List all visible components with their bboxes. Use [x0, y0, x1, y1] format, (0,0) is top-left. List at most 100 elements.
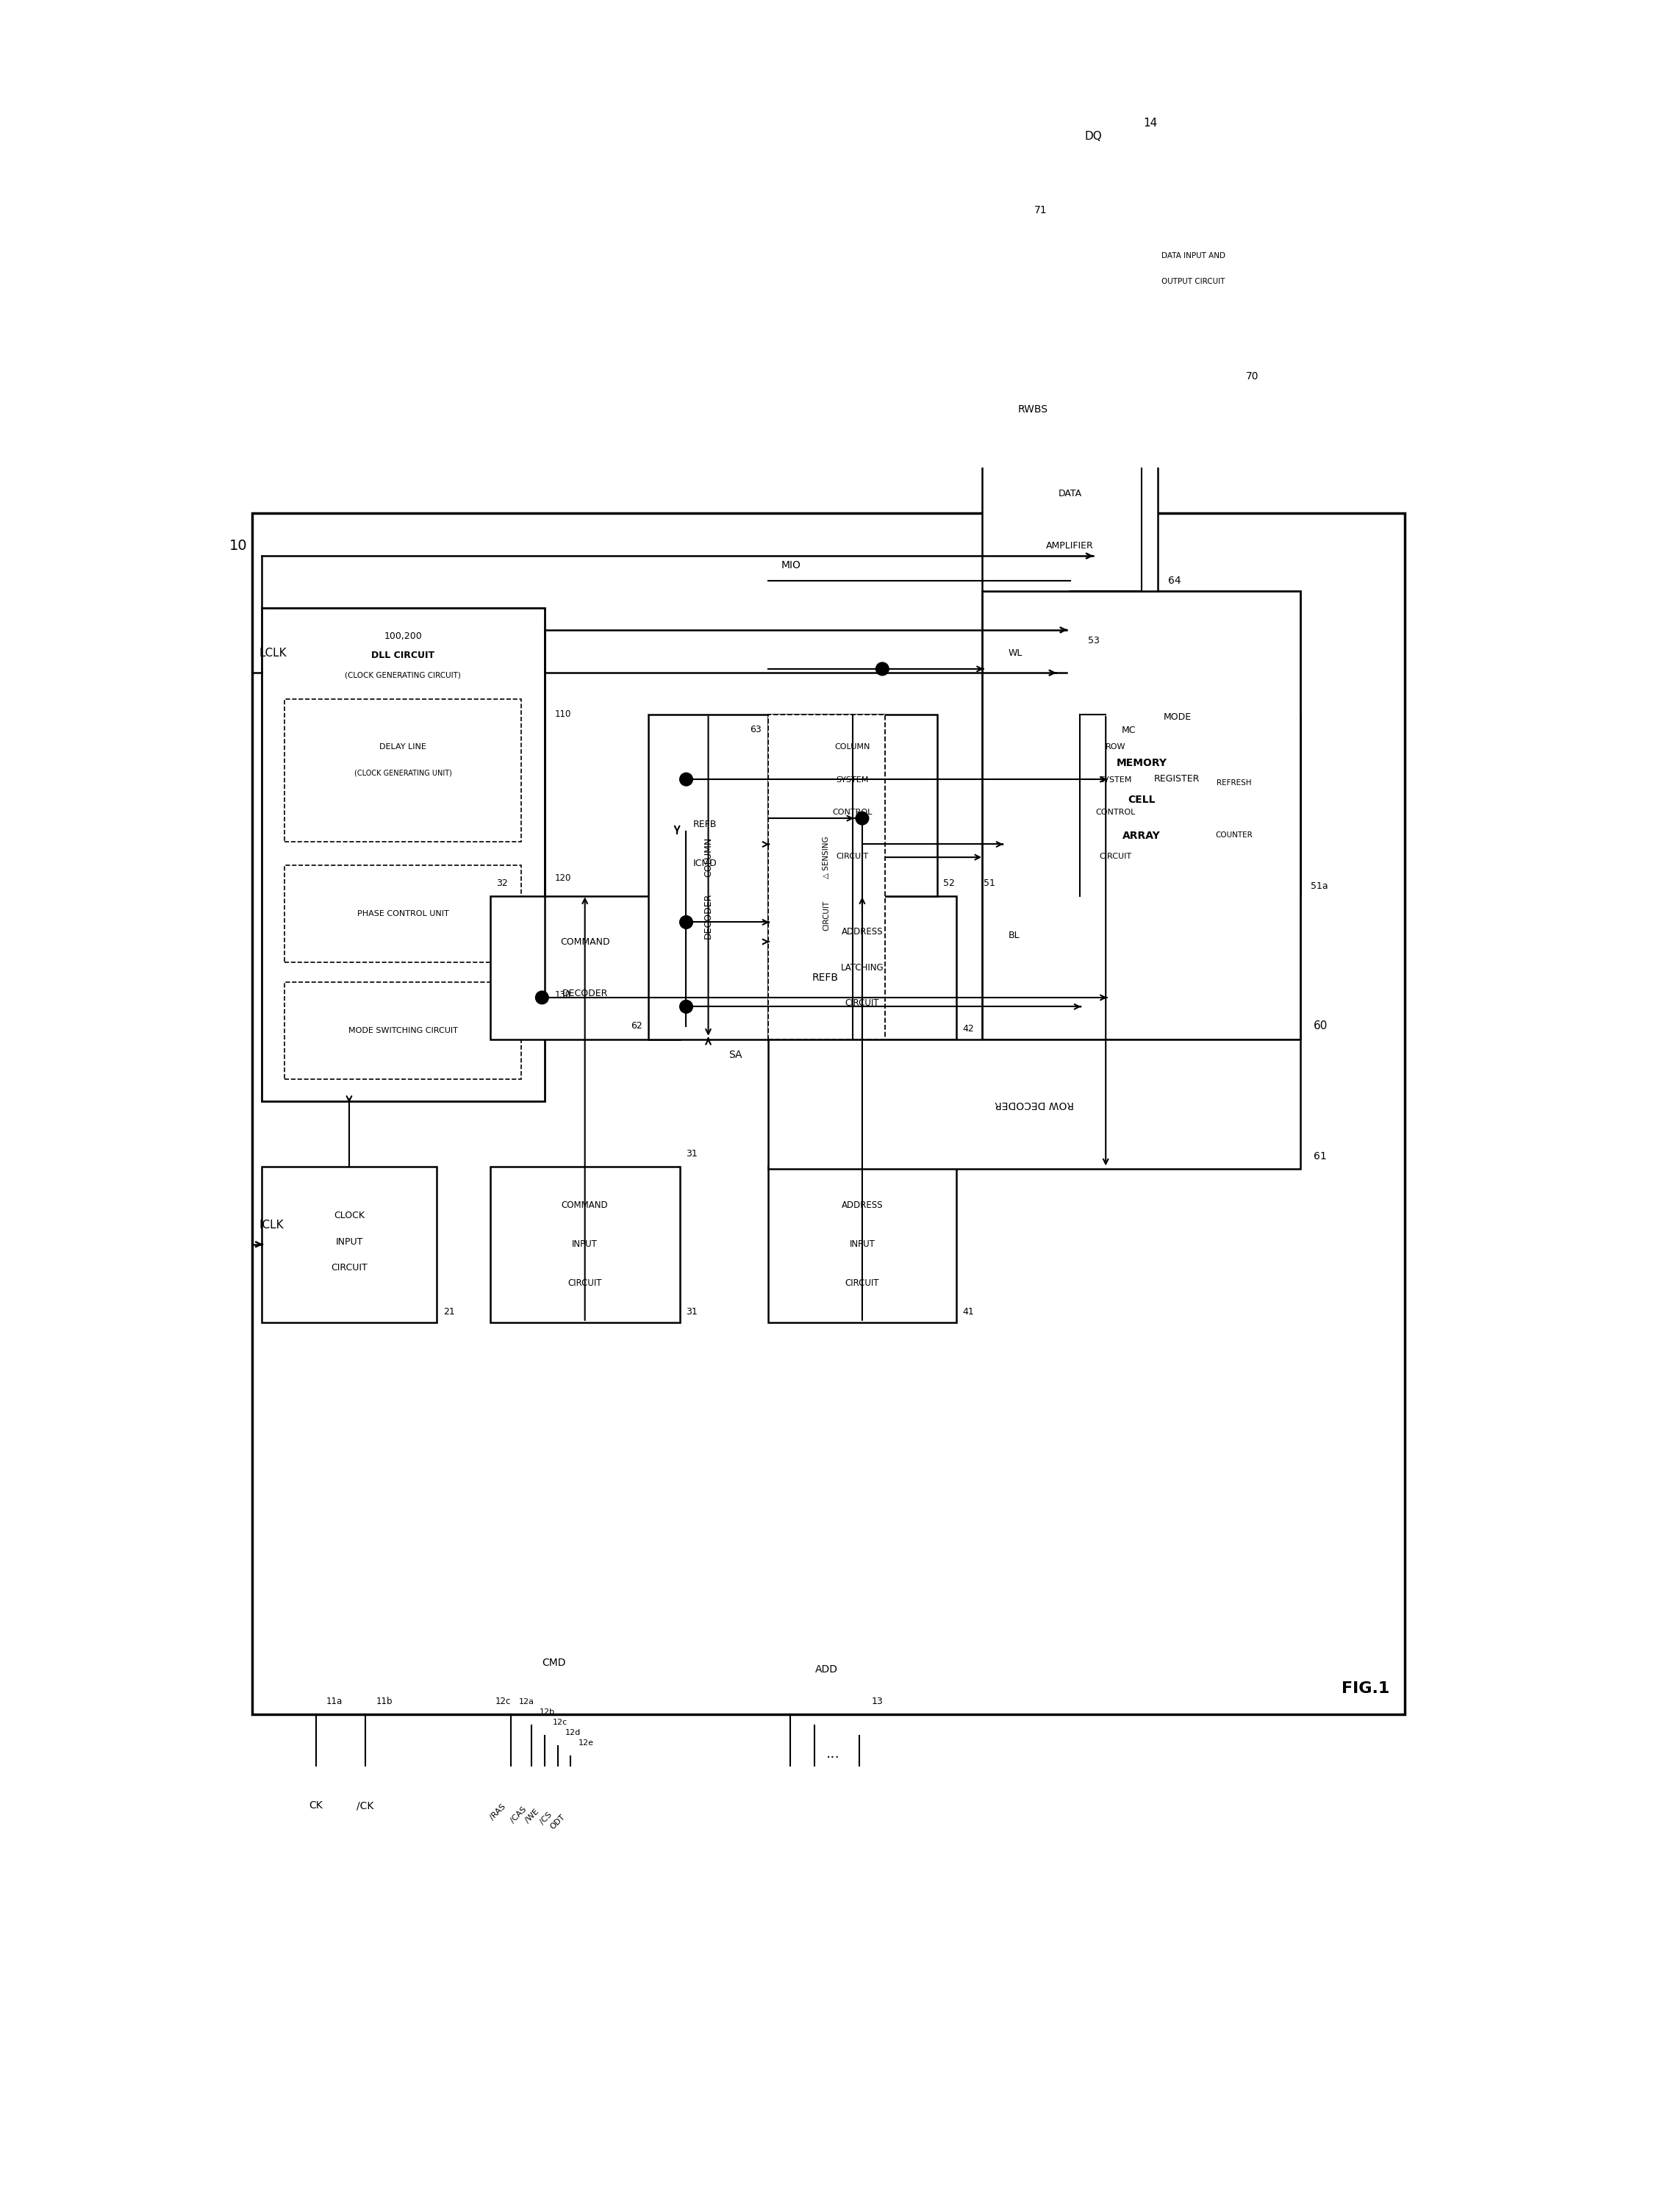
- Text: MC: MC: [1121, 726, 1136, 734]
- Text: 120: 120: [555, 874, 572, 883]
- Text: COLUMN: COLUMN: [835, 743, 870, 750]
- Bar: [261, 1166, 437, 1323]
- Bar: [261, 608, 545, 1102]
- Bar: [285, 865, 521, 962]
- Text: 51a: 51a: [1311, 880, 1329, 891]
- Bar: [1182, 730, 1287, 880]
- Circle shape: [680, 1000, 692, 1013]
- Text: 51: 51: [984, 878, 996, 887]
- Text: OUTPUT CIRCUIT: OUTPUT CIRCUIT: [1161, 279, 1225, 285]
- Text: DQ: DQ: [1084, 131, 1101, 142]
- Text: SYSTEM: SYSTEM: [836, 776, 868, 783]
- Bar: [489, 896, 680, 1040]
- Text: COLUMN: COLUMN: [704, 838, 712, 878]
- Text: /RAS: /RAS: [488, 1803, 506, 1820]
- Text: 12c: 12c: [553, 1719, 566, 1725]
- Text: CIRCUIT: CIRCUIT: [836, 852, 868, 860]
- Text: DATA: DATA: [1058, 489, 1081, 498]
- Text: /CAS: /CAS: [510, 1805, 528, 1825]
- Text: △ SENSING: △ SENSING: [823, 836, 830, 878]
- Text: MODE SWITCHING CIRCUIT: MODE SWITCHING CIRCUIT: [349, 1026, 458, 1035]
- Text: /CS: /CS: [538, 1812, 553, 1825]
- Text: 11b: 11b: [375, 1697, 392, 1705]
- Text: SA: SA: [729, 1048, 742, 1060]
- Text: CIRCUIT: CIRCUIT: [1099, 852, 1131, 860]
- Circle shape: [536, 991, 548, 1004]
- Bar: [285, 982, 521, 1079]
- Text: CK: CK: [308, 1801, 323, 1812]
- Circle shape: [877, 661, 888, 675]
- Text: CIRCUIT: CIRCUIT: [330, 1263, 367, 1272]
- Circle shape: [856, 812, 868, 825]
- Text: CONTROL: CONTROL: [833, 810, 873, 816]
- Text: DLL CIRCUIT: DLL CIRCUIT: [372, 650, 434, 661]
- Bar: [253, 513, 1404, 1714]
- Text: WL: WL: [1009, 648, 1022, 659]
- Text: CIRCUIT: CIRCUIT: [568, 1279, 602, 1287]
- Bar: [1106, 657, 1249, 832]
- Text: LCLK: LCLK: [258, 648, 287, 659]
- Text: 42: 42: [962, 1024, 974, 1033]
- Text: 60: 60: [1314, 1020, 1327, 1031]
- Text: CONTROL: CONTROL: [1096, 810, 1135, 816]
- Text: 12d: 12d: [565, 1730, 582, 1736]
- Text: MEMORY: MEMORY: [1116, 759, 1166, 768]
- Text: 31: 31: [685, 1307, 697, 1316]
- Bar: [768, 714, 885, 1040]
- Text: DATA INPUT AND: DATA INPUT AND: [1161, 252, 1225, 259]
- Text: SYSTEM: SYSTEM: [1099, 776, 1131, 783]
- Text: (CLOCK GENERATING CIRCUIT): (CLOCK GENERATING CIRCUIT): [345, 672, 461, 679]
- Text: 13: 13: [872, 1697, 883, 1705]
- Bar: [982, 591, 1301, 1040]
- Circle shape: [680, 772, 692, 785]
- Text: 52: 52: [944, 878, 955, 887]
- Text: ...: ...: [826, 1747, 840, 1761]
- Text: ICLK: ICLK: [258, 1219, 283, 1230]
- Text: 21: 21: [442, 1307, 454, 1316]
- Text: (CLOCK GENERATING UNIT): (CLOCK GENERATING UNIT): [354, 770, 453, 776]
- Bar: [768, 714, 937, 896]
- Text: 130: 130: [555, 991, 572, 1000]
- Text: 62: 62: [630, 1022, 642, 1031]
- Text: MIO: MIO: [781, 560, 801, 571]
- Text: ICMD: ICMD: [692, 858, 717, 869]
- Circle shape: [680, 916, 692, 929]
- Text: 61: 61: [1314, 1150, 1327, 1161]
- Text: 14: 14: [1143, 117, 1158, 128]
- Text: RWBS: RWBS: [1017, 405, 1048, 414]
- Text: 12b: 12b: [540, 1708, 555, 1717]
- Text: 32: 32: [496, 878, 508, 887]
- Text: 64: 64: [1168, 575, 1182, 586]
- Bar: [489, 1166, 680, 1323]
- Text: DECODER: DECODER: [561, 989, 608, 998]
- Text: /WE: /WE: [525, 1807, 541, 1825]
- Text: ROW: ROW: [1104, 743, 1126, 750]
- Text: 41: 41: [962, 1307, 974, 1316]
- Text: INPUT: INPUT: [850, 1239, 875, 1250]
- Text: COUNTER: COUNTER: [1215, 832, 1254, 838]
- Text: 71: 71: [1034, 206, 1048, 215]
- Text: COMMAND: COMMAND: [561, 1201, 608, 1210]
- Bar: [768, 1166, 957, 1323]
- Text: REFB: REFB: [692, 821, 716, 830]
- Text: DECODER: DECODER: [704, 894, 712, 938]
- Text: 63: 63: [749, 726, 761, 734]
- Text: 100,200: 100,200: [384, 630, 422, 641]
- Text: CIRCUIT: CIRCUIT: [845, 998, 880, 1009]
- Text: INPUT: INPUT: [572, 1239, 598, 1250]
- Text: CIRCUIT: CIRCUIT: [823, 900, 830, 931]
- Bar: [649, 714, 768, 1040]
- Text: DELAY LINE: DELAY LINE: [379, 743, 426, 750]
- Text: ARRAY: ARRAY: [1123, 832, 1160, 841]
- Text: BL: BL: [1009, 931, 1019, 940]
- Text: PHASE CONTROL UNIT: PHASE CONTROL UNIT: [357, 909, 449, 918]
- Text: 12e: 12e: [578, 1739, 593, 1747]
- Text: CMD: CMD: [541, 1657, 566, 1668]
- Bar: [768, 1040, 1301, 1168]
- Text: COMMAND: COMMAND: [560, 938, 610, 947]
- Text: 11a: 11a: [327, 1697, 344, 1705]
- Text: REGISTER: REGISTER: [1155, 774, 1200, 783]
- Text: ADD: ADD: [815, 1663, 838, 1674]
- Bar: [768, 896, 957, 1040]
- Bar: [285, 699, 521, 843]
